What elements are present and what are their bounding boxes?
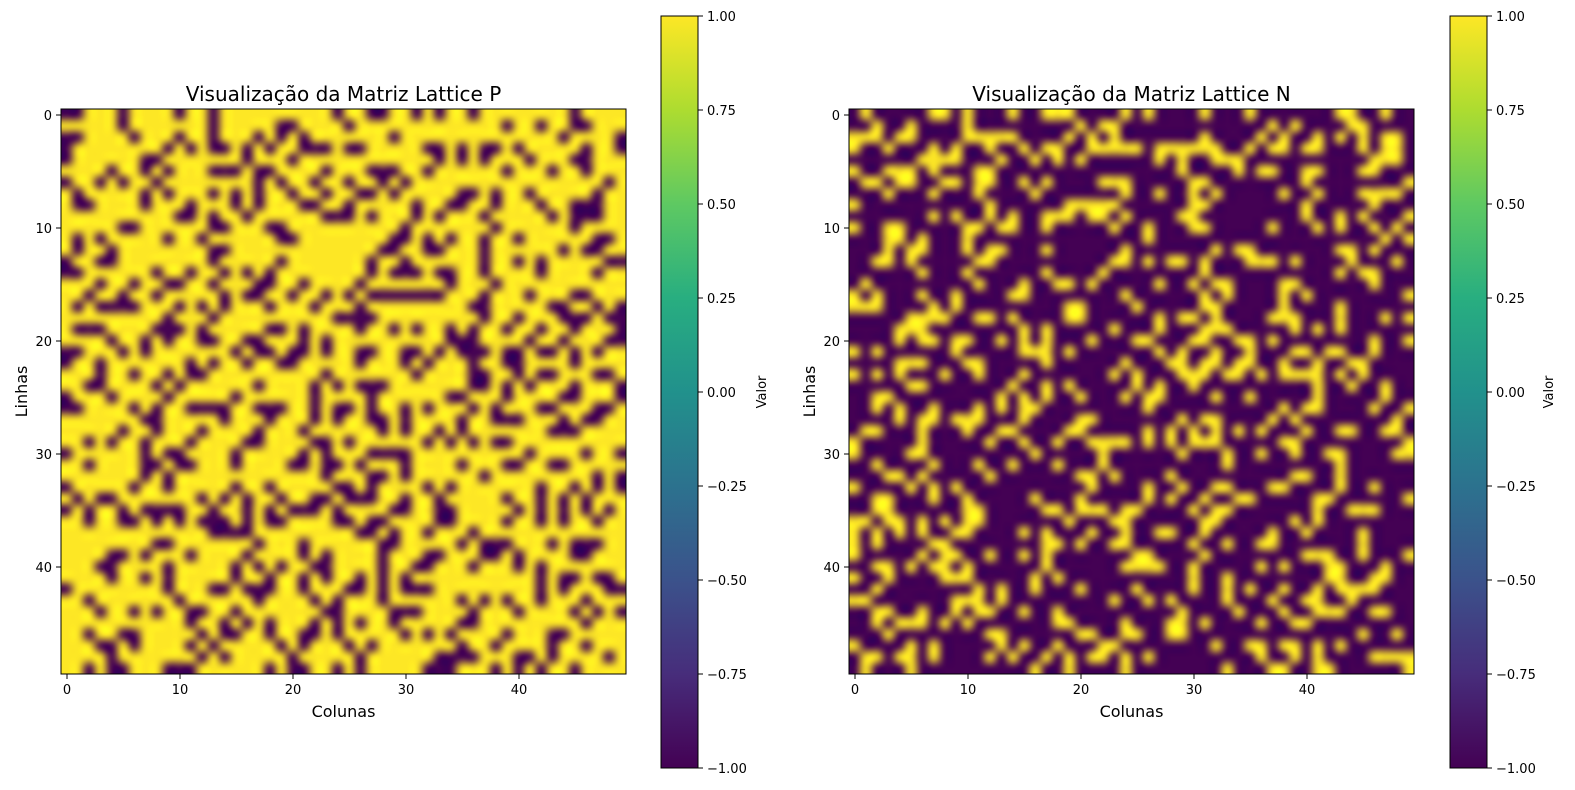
colorbar-tick-label: −1.00 (707, 762, 747, 777)
colorbar-tick-label: 0.50 (1496, 198, 1525, 213)
colorbar-tick-label: 0.00 (707, 386, 736, 401)
colorbar-tick-label: 0.50 (707, 198, 736, 213)
x-tick-label: 10 (960, 683, 977, 698)
x-tick-label: 20 (285, 683, 302, 698)
plot-frame-p (60, 108, 627, 675)
y-tick-label: 10 (35, 222, 52, 237)
y-axis-label-p: Linhas (12, 366, 31, 418)
x-tick-label: 10 (172, 683, 189, 698)
colorbar-tick-label: −0.25 (1496, 480, 1536, 495)
colorbar-tick-label: −0.75 (707, 668, 747, 683)
colorbar-gradient-p (660, 15, 699, 769)
y-tick-label: 0 (44, 109, 52, 124)
colorbar-tick-label: 1.00 (1496, 10, 1525, 25)
colorbar-tick-label: 0.75 (707, 104, 736, 119)
x-tick-label: 30 (398, 683, 415, 698)
heatmap-p (60, 108, 627, 675)
colorbar-gradient-n (1449, 15, 1488, 769)
colorbar-label-n: Valor (1542, 375, 1557, 408)
x-axis-label-p: Colunas (312, 702, 376, 721)
y-tick-label: 0 (832, 109, 840, 124)
y-axis-label-n: Linhas (800, 366, 819, 418)
y-axis-n: 0 10 20 30 40 Linhas (800, 109, 849, 576)
colorbar-tick-label: 0.25 (1496, 292, 1525, 307)
colorbar-tick-label: 0.75 (1496, 104, 1525, 119)
plot-frame-n (848, 108, 1415, 675)
y-tick-label: 20 (35, 335, 52, 350)
colorbar-label-p: Valor (755, 375, 770, 408)
y-axis-p: 0 10 20 30 40 Linhas (12, 109, 61, 576)
colorbar-tick-label: −0.50 (707, 574, 747, 589)
x-tick-label: 30 (1186, 683, 1203, 698)
x-axis-n: 0 10 20 30 40 Colunas (851, 674, 1315, 721)
x-axis-p: 0 10 20 30 40 Colunas (63, 674, 527, 721)
chart-title-p: Visualização da Matriz Lattice P (186, 82, 502, 106)
colorbar-tick-label: −0.50 (1496, 574, 1536, 589)
colorbar-p: 1.00 0.75 0.50 0.25 0.00 −0.25 −0.50 −0.… (660, 10, 770, 777)
y-tick-label: 20 (823, 335, 840, 350)
x-tick-label: 40 (1299, 683, 1316, 698)
y-tick-label: 30 (823, 448, 840, 463)
colorbar-tick-label: 0.25 (707, 292, 736, 307)
colorbar-tick-label: −0.75 (1496, 668, 1536, 683)
panel-p: Visualização da Matriz Lattice P 0 10 20… (12, 10, 770, 777)
panel-n: Visualização da Matriz Lattice N 0 10 20… (800, 10, 1557, 777)
colorbar-tick-label: −1.00 (1496, 762, 1536, 777)
x-tick-label: 40 (511, 683, 528, 698)
y-tick-label: 40 (35, 561, 52, 576)
y-tick-label: 40 (823, 561, 840, 576)
heatmap-canvas-p (61, 109, 626, 674)
colorbar-n: 1.00 0.75 0.50 0.25 0.00 −0.25 −0.50 −0.… (1449, 10, 1557, 777)
y-tick-label: 10 (823, 222, 840, 237)
x-tick-label: 0 (851, 683, 859, 698)
x-axis-label-n: Colunas (1100, 702, 1164, 721)
colorbar-tick-label: −0.25 (707, 480, 747, 495)
x-tick-label: 0 (63, 683, 71, 698)
y-tick-label: 30 (35, 448, 52, 463)
colorbar-tick-label: 0.00 (1496, 386, 1525, 401)
heatmap-canvas-n (849, 109, 1414, 674)
colorbar-tick-label: 1.00 (707, 10, 736, 25)
chart-title-n: Visualização da Matriz Lattice N (972, 82, 1290, 106)
heatmap-n (848, 108, 1415, 675)
x-tick-label: 20 (1073, 683, 1090, 698)
